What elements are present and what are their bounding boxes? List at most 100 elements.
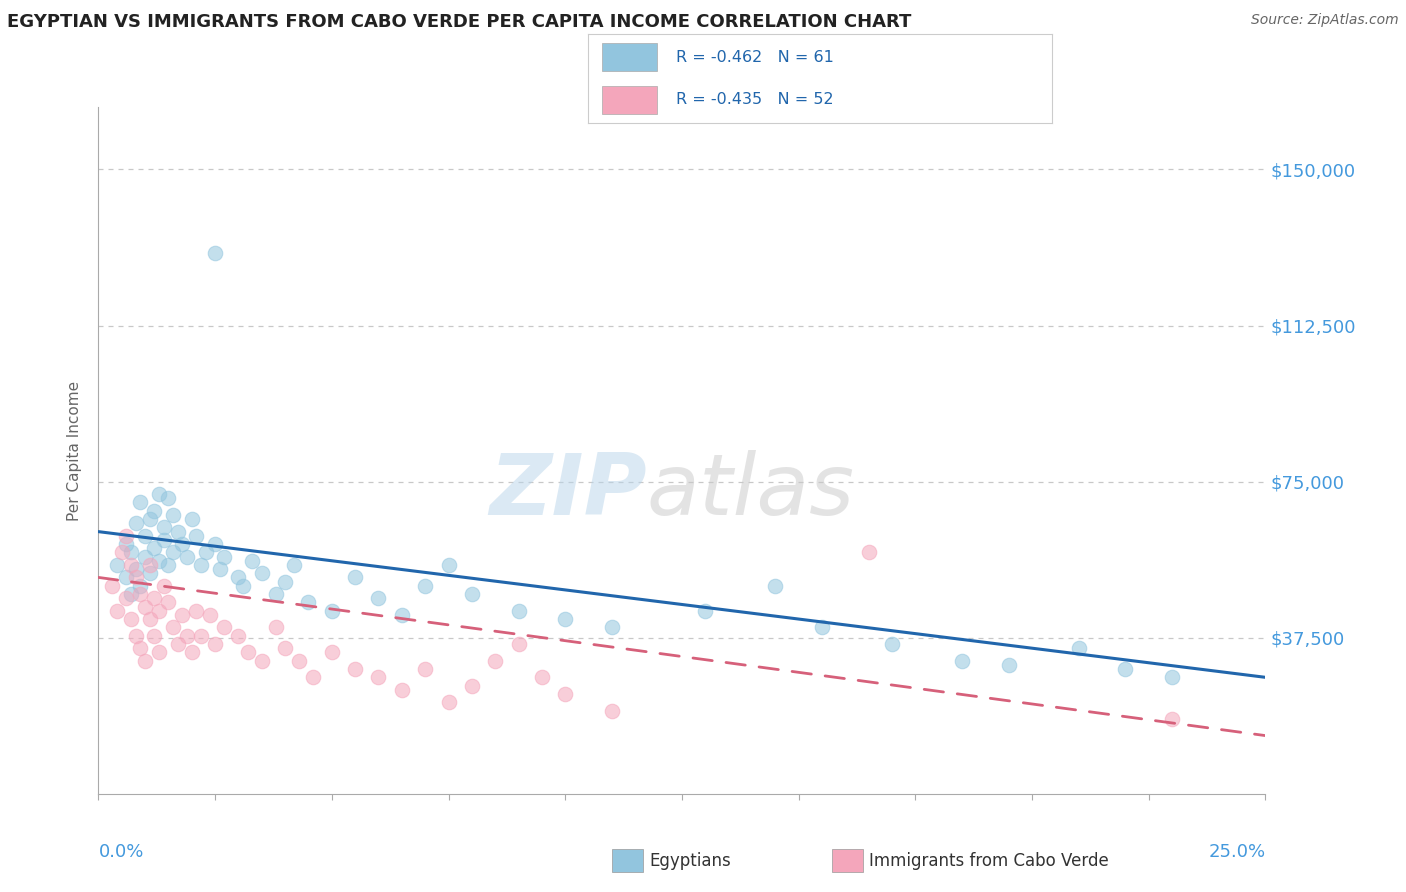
Point	[148, 645, 170, 659]
Bar	[602, 43, 657, 71]
Point	[101, 579, 124, 593]
Point	[157, 595, 180, 609]
Point	[176, 549, 198, 564]
Point	[321, 645, 343, 659]
Point	[391, 682, 413, 697]
Point	[508, 637, 530, 651]
Point	[180, 512, 202, 526]
Point	[950, 654, 973, 668]
Point	[344, 570, 367, 584]
Point	[763, 579, 786, 593]
Point	[148, 487, 170, 501]
Point	[600, 704, 623, 718]
Point	[461, 679, 484, 693]
Point	[194, 545, 217, 559]
Point	[120, 612, 142, 626]
Point	[297, 595, 319, 609]
Point	[236, 645, 259, 659]
Point	[811, 620, 834, 634]
Text: Source: ZipAtlas.com: Source: ZipAtlas.com	[1251, 13, 1399, 28]
Point	[190, 558, 212, 572]
Point	[143, 629, 166, 643]
Point	[115, 570, 138, 584]
Point	[120, 558, 142, 572]
Point	[148, 554, 170, 568]
Point	[134, 654, 156, 668]
Text: Egyptians: Egyptians	[650, 852, 731, 870]
Point	[152, 533, 174, 547]
Point	[413, 579, 436, 593]
Point	[204, 637, 226, 651]
Point	[162, 508, 184, 522]
Point	[143, 504, 166, 518]
Point	[166, 637, 188, 651]
Point	[152, 579, 174, 593]
Point	[204, 245, 226, 260]
Point	[180, 645, 202, 659]
Point	[344, 662, 367, 676]
Point	[274, 641, 297, 656]
Point	[554, 687, 576, 701]
Y-axis label: Per Capita Income: Per Capita Income	[67, 380, 83, 521]
Point	[228, 570, 250, 584]
Point	[508, 604, 530, 618]
Text: R = -0.435   N = 52: R = -0.435 N = 52	[676, 93, 834, 107]
Point	[111, 545, 134, 559]
Point	[143, 541, 166, 556]
Point	[105, 558, 128, 572]
Point	[134, 599, 156, 614]
Point	[242, 554, 264, 568]
Point	[152, 520, 174, 534]
Text: atlas: atlas	[647, 450, 855, 533]
Point	[129, 495, 152, 509]
Bar	[602, 86, 657, 114]
Point	[190, 629, 212, 643]
Point	[157, 491, 180, 506]
Point	[115, 529, 138, 543]
Point	[120, 587, 142, 601]
Point	[125, 570, 148, 584]
Point	[484, 654, 506, 668]
Point	[228, 629, 250, 643]
Point	[166, 524, 188, 539]
Point	[162, 545, 184, 559]
Point	[1161, 670, 1184, 684]
Point	[139, 512, 162, 526]
Point	[600, 620, 623, 634]
Point	[554, 612, 576, 626]
Point	[997, 657, 1019, 672]
Point	[214, 549, 236, 564]
Point	[186, 529, 208, 543]
Point	[120, 545, 142, 559]
Point	[186, 604, 208, 618]
Point	[139, 612, 162, 626]
Point	[125, 516, 148, 531]
Point	[204, 537, 226, 551]
Point	[1114, 662, 1136, 676]
Point	[157, 558, 180, 572]
Point	[367, 670, 389, 684]
Point	[283, 558, 305, 572]
Point	[232, 579, 254, 593]
Text: ZIP: ZIP	[489, 450, 647, 533]
Point	[129, 641, 152, 656]
Point	[172, 607, 194, 622]
Point	[437, 695, 460, 709]
Point	[162, 620, 184, 634]
Point	[214, 620, 236, 634]
Point	[461, 587, 484, 601]
Point	[129, 587, 152, 601]
Point	[264, 587, 287, 601]
Point	[139, 558, 162, 572]
Point	[125, 562, 148, 576]
Point	[139, 566, 162, 581]
Point	[288, 654, 311, 668]
Point	[880, 637, 903, 651]
Point	[200, 607, 222, 622]
Point	[208, 562, 231, 576]
Point	[367, 591, 389, 606]
Point	[321, 604, 343, 618]
Point	[264, 620, 287, 634]
Point	[695, 604, 717, 618]
Point	[134, 529, 156, 543]
